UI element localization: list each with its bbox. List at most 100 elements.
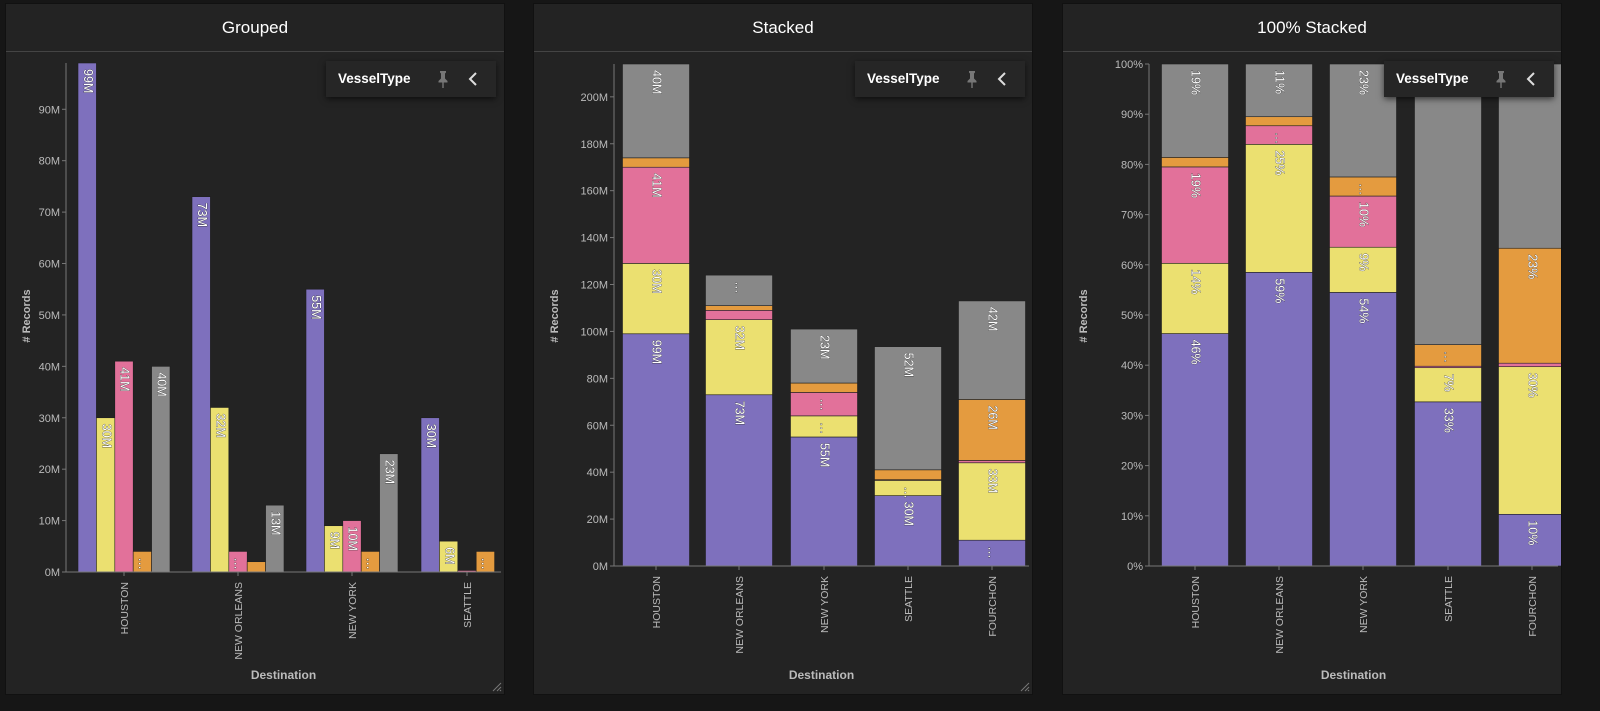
x-axis-title: Destination: [1321, 668, 1386, 682]
y-tick-label: 180M: [580, 139, 608, 151]
y-tick-label: 90M: [39, 104, 60, 116]
bar-segment: [1245, 272, 1313, 566]
bar-segment: [705, 319, 773, 396]
x-tick-label: HOUSTON: [119, 582, 131, 634]
y-tick-label: 40M: [587, 467, 608, 479]
bar-data-label: 30M: [99, 424, 113, 448]
y-tick-label: 80M: [587, 373, 608, 385]
bar-segment: [958, 462, 1026, 541]
legend-title: VesselType: [1396, 71, 1469, 86]
bar-segment: [622, 157, 690, 168]
bar-segment: [1161, 333, 1229, 566]
bar-segment: [1329, 292, 1397, 566]
bar-segment: [1498, 362, 1561, 368]
bar-segment: [1161, 157, 1229, 168]
bars-group: 99M 30M 41M … 40M 73M 32M … 13M 55M 9M 10M … 23M 30M 6M…: [77, 62, 495, 572]
bars-group: 99M 30M 41M 40M 73M 32M … 55M … … 23M 30M … 52M … 33M 26…: [622, 63, 1026, 566]
legend-panel[interactable]: VesselType: [326, 61, 496, 97]
bar-data-label: 9M: [327, 532, 341, 549]
bar-segment: [1161, 166, 1229, 264]
y-tick-label: 30M: [39, 413, 60, 425]
bar-data-label: …: [136, 557, 150, 570]
chevron-left-icon[interactable]: [466, 69, 480, 89]
legend-title: VesselType: [338, 71, 411, 86]
bar-segment: [874, 495, 942, 566]
bar-data-label: …: [1273, 132, 1287, 145]
y-tick-label: 0M: [45, 567, 60, 579]
resize-handle-icon[interactable]: [490, 680, 502, 692]
bar-segment: [191, 196, 211, 572]
panel-percent-stacked: 100% Stacked 46% 14% 19% 19% 59% 25% … 11% 54% 9%…: [1062, 3, 1562, 695]
x-tick-label: NEW YORK: [1358, 576, 1370, 633]
x-axis-title: Destination: [251, 668, 316, 682]
bar-segment: [151, 366, 171, 572]
bar-data-label: …: [1442, 351, 1456, 364]
bar-data-label: 19%: [1189, 70, 1203, 95]
bar-data-label: …: [364, 557, 378, 570]
bar-segment: [622, 333, 690, 566]
chevron-left-icon[interactable]: [1524, 69, 1538, 89]
bar-segment: [1414, 401, 1482, 566]
bar-segment: [705, 310, 773, 320]
bar-data-label: 30%: [1526, 373, 1540, 398]
stacked-bar-chart: 99M 30M 41M 40M 73M 32M … 55M … … 23M 30M … 52M … 33M 26…: [549, 63, 1029, 682]
bar-segment: [1245, 116, 1313, 127]
panel-stacked: Stacked 99M 30M 41M 40M 73M 32M … 55M … … 23M 30M … 5…: [533, 3, 1033, 695]
bar-segment: [958, 399, 1026, 461]
bar-data-label: …: [818, 422, 832, 435]
bar-data-label: 99M: [650, 340, 664, 364]
y-tick-label: 90%: [1121, 109, 1143, 121]
bar-segment: [305, 288, 325, 572]
x-tick-label: FOURCHON: [987, 576, 999, 637]
bar-segment: [1414, 63, 1482, 345]
legend-panel[interactable]: VesselType: [855, 61, 1025, 97]
legend-panel[interactable]: VesselType: [1384, 61, 1554, 97]
y-tick-label: 10M: [39, 516, 60, 528]
bar-data-label: 59%: [1273, 278, 1287, 303]
y-tick-label: 0%: [1127, 561, 1143, 573]
pin-icon[interactable]: [1494, 69, 1508, 89]
bar-segment: [1498, 366, 1561, 515]
bar-data-label: 10%: [1526, 520, 1540, 545]
bar-data-label: 10M: [346, 527, 360, 551]
y-tick-label: 20%: [1121, 461, 1143, 473]
bar-segment: [1498, 247, 1561, 364]
chevron-left-icon[interactable]: [995, 69, 1009, 89]
x-tick-label: SEATTLE: [903, 576, 915, 622]
bar-segment: [705, 305, 773, 311]
y-tick-label: 160M: [580, 186, 608, 198]
x-axis-title: Destination: [789, 668, 854, 682]
y-tick-label: 50M: [39, 310, 60, 322]
bar-segment: [790, 328, 858, 384]
y-tick-label: 100M: [580, 326, 608, 338]
bar-segment: [958, 460, 1026, 464]
x-tick-label: FOURCHON: [1527, 576, 1539, 637]
bar-data-label: …: [986, 546, 1000, 559]
bar-segment: [246, 561, 266, 572]
chart-title: Grouped: [6, 4, 504, 52]
bar-data-label: 23%: [1357, 70, 1371, 95]
x-tick-label: SEATTLE: [462, 582, 474, 628]
y-axis-title: # Records: [1078, 289, 1090, 342]
bar-data-label: 30M: [424, 424, 438, 448]
y-tick-label: 50%: [1121, 310, 1143, 322]
bar-data-label: 54%: [1357, 298, 1371, 323]
bar-data-label: 7%: [1442, 374, 1456, 392]
bars-group: 46% 14% 19% 19% 59% 25% … 11% 54% 9% 10% … 23% 33% 7% ……: [1161, 63, 1561, 566]
bar-data-label: 40M: [155, 372, 169, 396]
y-axis-title: # Records: [549, 289, 561, 342]
x-tick-label: NEW ORLEANS: [233, 582, 245, 660]
bar-segment: [1414, 367, 1482, 403]
bar-data-label: 32M: [213, 413, 227, 437]
chart-title: 100% Stacked: [1063, 4, 1561, 52]
x-tick-label: HOUSTON: [1190, 576, 1202, 628]
bar-data-label: 41M: [118, 367, 132, 391]
bar-segment: [1161, 63, 1229, 158]
pin-icon[interactable]: [965, 69, 979, 89]
bar-data-label: 41M: [650, 173, 664, 197]
bar-segment: [958, 539, 1026, 566]
bar-data-label: 23M: [818, 335, 832, 359]
resize-handle-icon[interactable]: [1018, 680, 1030, 692]
pin-icon[interactable]: [436, 69, 450, 89]
bar-data-label: 14%: [1189, 269, 1203, 294]
